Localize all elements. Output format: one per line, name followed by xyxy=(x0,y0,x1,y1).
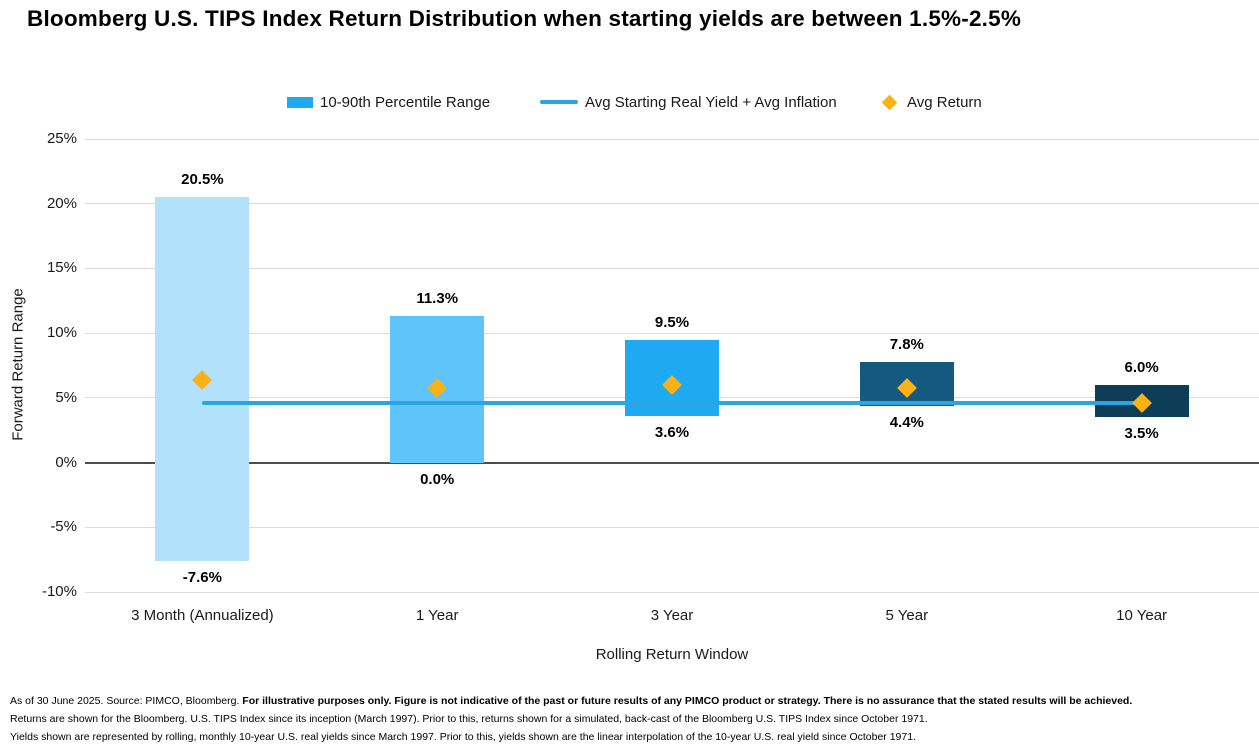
x-category-label: 5 Year xyxy=(885,607,929,624)
bar-label-low: -7.6% xyxy=(182,568,222,586)
bar-label-high: 6.0% xyxy=(1124,358,1159,376)
bar-label-high: 11.3% xyxy=(416,290,459,308)
legend-item-avg-return: Avg Return xyxy=(880,92,982,112)
gridline xyxy=(85,591,1259,593)
x-category-label: 3 Month (Annualized) xyxy=(131,607,274,624)
y-tick-label: 0% xyxy=(55,453,77,471)
footnotes: As of 30 June 2025. Source: PIMCO, Bloom… xyxy=(10,695,1255,749)
x-category-label: 10 Year xyxy=(1116,607,1168,624)
x-category-label: 3 Year xyxy=(650,607,694,624)
percentile-range-swatch-icon xyxy=(287,96,313,108)
gridline xyxy=(85,526,1259,528)
footnote-line-1: As of 30 June 2025. Source: PIMCO, Bloom… xyxy=(10,695,1255,708)
y-tick-label: 20% xyxy=(46,194,77,212)
y-tick-label: 15% xyxy=(46,259,77,277)
footnote-line-2: Returns are shown for the Bloomberg. U.S… xyxy=(10,713,928,725)
legend-item-avg-yield-line: Avg Starting Real Yield + Avg Inflation xyxy=(540,92,837,112)
x-category-label: 1 Year xyxy=(415,607,459,624)
legend-label-percentile-range: 10-90th Percentile Range xyxy=(320,93,491,111)
chart-title: Bloomberg U.S. TIPS Index Return Distrib… xyxy=(27,6,1022,31)
legend-item-percentile-range: 10-90th Percentile Range xyxy=(287,92,490,112)
bar-label-high: 7.8% xyxy=(889,335,924,353)
gridline xyxy=(85,267,1259,269)
bar-label-low: 0.0% xyxy=(420,470,455,488)
zero-axis-line xyxy=(85,461,1259,464)
legend-label-avg-return: Avg Return xyxy=(907,93,982,111)
footnote-source-text: As of 30 June 2025. Source: PIMCO, Bloom… xyxy=(10,695,243,707)
y-tick-label: -10% xyxy=(41,583,77,600)
gridline xyxy=(85,332,1259,334)
y-tick-label: -5% xyxy=(50,518,77,536)
avg-yield-line-swatch-icon xyxy=(540,100,578,104)
footnote-disclaimer-text: For illustrative purposes only. Figure i… xyxy=(242,695,1133,707)
bar-label-high: 9.5% xyxy=(654,313,690,331)
bar-label-high: 20.5% xyxy=(181,171,224,189)
bar-label-low: 3.5% xyxy=(1124,425,1159,443)
y-tick-label: 10% xyxy=(46,324,77,342)
bar-label-low: 3.6% xyxy=(654,423,690,441)
x-axis-title: Rolling Return Window xyxy=(595,646,749,663)
legend-label-avg-yield-line: Avg Starting Real Yield + Avg Inflation xyxy=(585,93,837,111)
y-tick-label: 25% xyxy=(46,130,77,147)
y-tick-label: 5% xyxy=(55,388,77,406)
bar-label-low: 4.4% xyxy=(889,413,924,431)
gridline xyxy=(85,138,1259,140)
gridline xyxy=(85,203,1259,205)
avg-starting-yield-line xyxy=(202,401,1142,406)
footnote-line-3: Yields shown are represented by rolling,… xyxy=(10,731,916,743)
